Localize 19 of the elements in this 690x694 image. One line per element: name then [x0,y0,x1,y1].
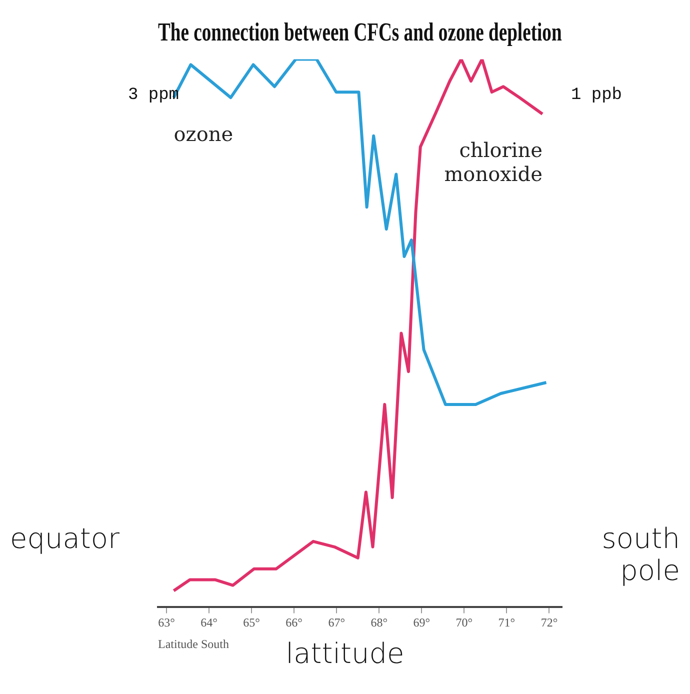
x-tick-label: 68° [370,616,388,630]
x-tick-label: 70° [456,616,473,630]
series-label: chlorine monoxide [444,138,542,186]
x-tick-label: 64° [200,616,218,630]
text: 1 ppb [570,86,622,106]
x-tick-label: 67° [328,616,346,630]
x-tick-label: 69° [413,616,430,630]
x-axis-title: Latitude South [158,636,229,651]
text: south pole [600,522,680,588]
x-tick-label: 65° [243,616,260,630]
chart-title: The connection between CFCs and ozone depletion [158,17,562,46]
annotation: 3 ppm [128,86,180,106]
x-tick-label: 71° [498,616,516,630]
x-tick-label: 66° [286,616,303,630]
x-tick-label: 72° [540,616,558,630]
text: equator [10,522,120,556]
text: lattitude [286,637,404,670]
x-tick-label: 63° [158,616,176,630]
series-label: ozone [174,122,234,146]
